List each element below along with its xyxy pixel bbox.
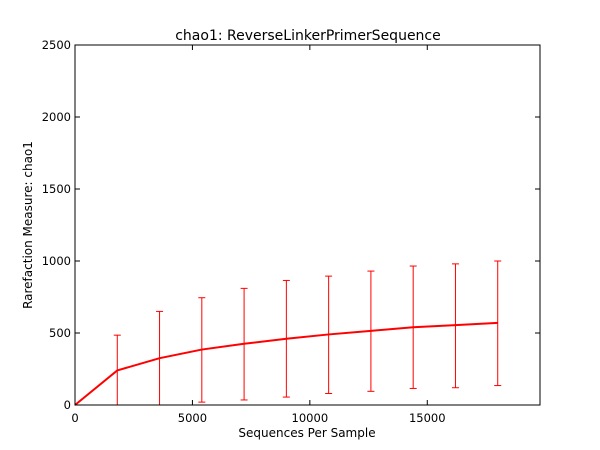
x-axis-label: Sequences Per Sample <box>238 426 375 440</box>
y-tick-label: 0 <box>64 398 71 412</box>
x-tick-label: 5000 <box>178 411 207 425</box>
plot-frame <box>74 44 541 406</box>
x-tick-label: 0 <box>71 411 78 425</box>
chart-title: chao1: ReverseLinkerPrimerSequence <box>175 28 441 44</box>
x-tick-label: 15000 <box>409 411 446 425</box>
y-tick-label: 1500 <box>42 182 71 196</box>
y-tick-label: 1000 <box>42 254 71 268</box>
y-tick-label: 500 <box>49 326 71 340</box>
axes: 0 5000 10000 15000 0 500 1000 1500 2000 2500 <box>42 38 540 425</box>
y-axis-label: Rarefaction Measure: chao1 <box>21 141 35 309</box>
y-tick-label: 2500 <box>42 38 71 52</box>
y-tick-label: 2000 <box>42 110 71 124</box>
plot-area <box>74 260 502 406</box>
series-line <box>74 321 498 406</box>
x-tick-label: 10000 <box>292 411 329 425</box>
